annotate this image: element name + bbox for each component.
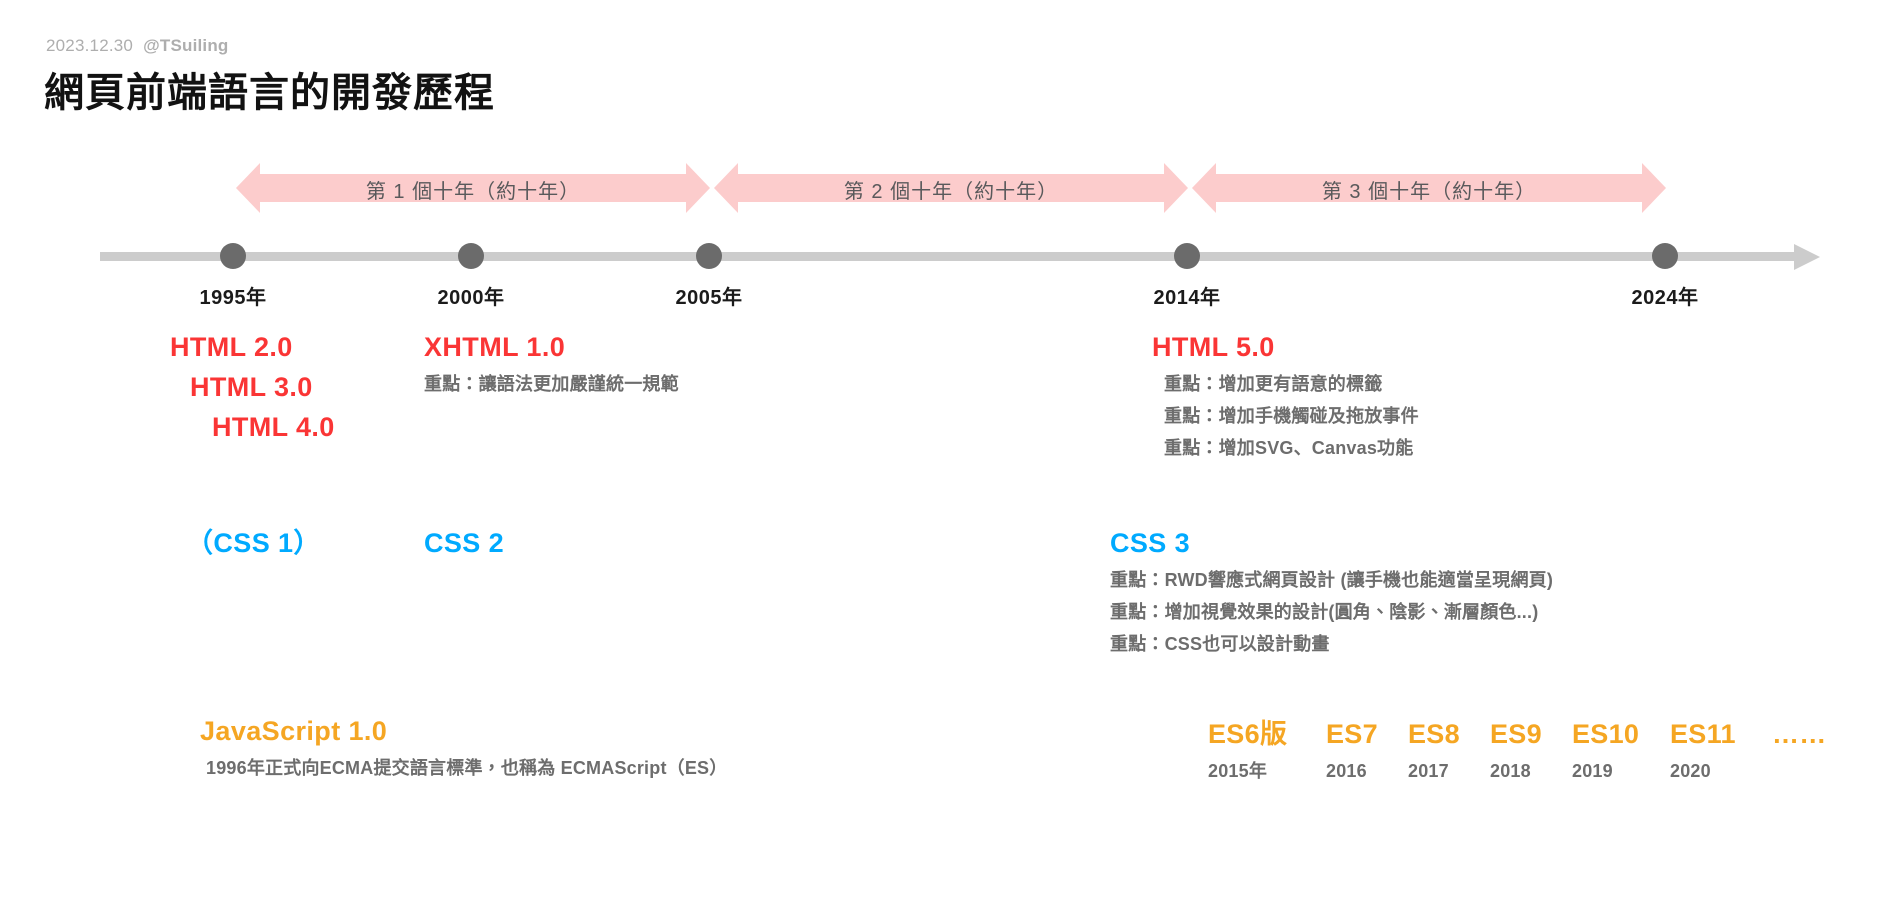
byline-date: 2023.12.30 (46, 36, 134, 55)
html5-title: HTML 5.0 (1152, 332, 1275, 362)
timeline-year-2000: 2000年 (437, 287, 505, 309)
html-legacy-block: HTML 2.0 HTML 3.0 HTML 4.0 (170, 328, 335, 448)
html5-block: HTML 5.0 重點：增加更有語意的標籤 重點：增加手機觸碰及拖放事件 重點：… (1152, 328, 1419, 464)
css3-block: CSS 3 重點：RWD響應式網頁設計 (讓手機也能適當呈現網頁) 重點：增加視… (1110, 524, 1553, 660)
css2-block: CSS 2 (424, 524, 504, 564)
css3-title: CSS 3 (1110, 528, 1191, 558)
page-title: 網頁前端語言的開發歷程 (44, 71, 495, 115)
timeline-dot-2024 (1652, 243, 1678, 269)
ecmascript-version-row: ES6版 ES7 ES8 ES9 ES10 ES11 …… (1208, 712, 1827, 751)
xhtml-title: XHTML 1.0 (424, 332, 566, 362)
css3-note-1: 重點：RWD響應式網頁設計 (讓手機也能適當呈現網頁) (1110, 569, 1554, 590)
css1-block: （CSS 1） (186, 524, 321, 564)
decade-arrow-1: 第 1 個十年（約十年） (236, 163, 710, 213)
html5-note-2: 重點：增加手機觸碰及拖放事件 (1164, 405, 1419, 426)
byline-handle: @TSuiling (143, 36, 229, 55)
ecmascript-block: ES6版 ES7 ES8 ES9 ES10 ES11 …… 2015年 2016… (1208, 712, 1827, 783)
timeline-year-1995: 1995年 (199, 287, 267, 309)
decade-arrow-2: 第 2 個十年（約十年） (714, 163, 1188, 213)
es-version-3: ES9 (1490, 719, 1542, 749)
html-4-label: HTML 4.0 (212, 411, 335, 442)
html-2-label: HTML 2.0 (170, 332, 293, 362)
timeline-axis-line (100, 252, 1798, 261)
css3-note-3: 重點：CSS也可以設計動畫 (1110, 634, 1330, 655)
es-version-4: ES10 (1572, 719, 1640, 749)
timeline-dot-1995 (220, 243, 246, 269)
ecmascript-year-row: 2015年 2016 2017 2018 2019 2020 (1208, 757, 1827, 783)
xhtml-note-1: 重點：讓語法更加嚴謹統一規範 (424, 373, 679, 394)
decade-label-1: 第 1 個十年（約十年） (365, 180, 581, 203)
timeline-year-2014: 2014年 (1153, 287, 1221, 309)
es-version-6: …… (1772, 719, 1827, 749)
byline: 2023.12.30 @TSuiling (46, 36, 229, 56)
decade-band: 第 1 個十年（約十年） 第 2 個十年（約十年） 第 3 個十年（約十年） (0, 163, 1900, 213)
timeline-dot-2000 (458, 243, 484, 269)
timeline-year-2005: 2005年 (675, 287, 743, 309)
timeline-year-2024: 2024年 (1631, 287, 1699, 309)
es-version-0: ES6版 (1208, 719, 1288, 749)
es-year-0: 2015年 (1208, 761, 1268, 781)
timeline-arrowhead-icon (1794, 244, 1820, 270)
es-version-2: ES8 (1408, 719, 1460, 749)
javascript-note-1: 1996年正式向ECMA提交語言標準，也稱為 ECMAScript（ES） (206, 757, 728, 778)
html5-note-3: 重點：增加SVG、Canvas功能 (1164, 438, 1414, 459)
timeline-dot-2005 (696, 243, 722, 269)
decade-label-3: 第 3 個十年（約十年） (1321, 180, 1537, 203)
es-year-4: 2019 (1572, 761, 1613, 781)
css3-note-2: 重點：增加視覺效果的設計(圓角、陰影、漸層顏色...) (1110, 601, 1539, 622)
timeline-dot-2014 (1174, 243, 1200, 269)
es-version-5: ES11 (1670, 719, 1736, 749)
es-year-3: 2018 (1490, 761, 1531, 781)
decade-label-2: 第 2 個十年（約十年） (843, 180, 1059, 203)
decade-arrow-3: 第 3 個十年（約十年） (1192, 163, 1666, 213)
es-version-1: ES7 (1326, 719, 1378, 749)
es-year-5: 2020 (1670, 761, 1711, 781)
html5-note-1: 重點：增加更有語意的標籤 (1164, 373, 1383, 394)
javascript-block: JavaScript 1.0 1996年正式向ECMA提交語言標準，也稱為 EC… (200, 712, 727, 784)
xhtml-block: XHTML 1.0 重點：讓語法更加嚴謹統一規範 (424, 328, 679, 400)
es-year-2: 2017 (1408, 761, 1449, 781)
es-year-1: 2016 (1326, 761, 1367, 781)
css1-title: （CSS 1） (186, 528, 321, 558)
html-3-label: HTML 3.0 (190, 371, 313, 402)
css2-title: CSS 2 (424, 528, 505, 558)
javascript-title: JavaScript 1.0 (200, 716, 388, 746)
